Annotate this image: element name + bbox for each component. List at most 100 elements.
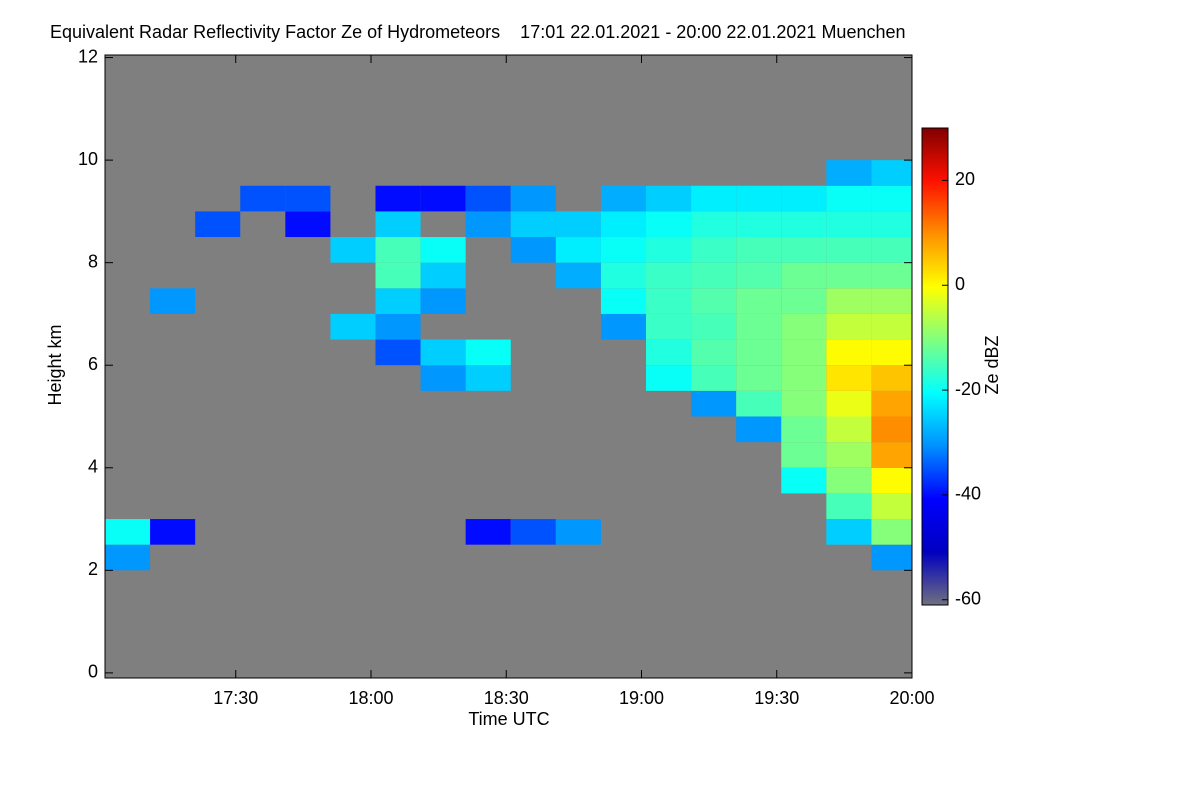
heatmap-cell: [150, 519, 196, 545]
heatmap-cell: [646, 262, 692, 289]
heatmap-cell: [781, 313, 827, 340]
heatmap-cell: [781, 288, 827, 314]
heatmap-cell: [465, 519, 511, 545]
heatmap-cell: [646, 288, 692, 314]
heatmap-cell: [330, 313, 376, 340]
y-tick-label: 12: [78, 46, 98, 66]
colorbar-title: Ze dBZ: [982, 335, 1002, 394]
heatmap-cell: [691, 262, 737, 289]
heatmap-cell: [646, 313, 692, 340]
heatmap-cell: [555, 519, 601, 545]
heatmap-cell: [736, 211, 782, 238]
heatmap-cell: [781, 262, 827, 289]
colorbar-tick-label: 0: [955, 274, 965, 294]
heatmap-cell: [646, 365, 692, 391]
heatmap-cell: [691, 237, 737, 263]
heatmap-cell: [375, 211, 421, 238]
y-tick-label: 0: [88, 662, 98, 682]
x-axis-title: Time UTC: [468, 709, 549, 729]
heatmap-cell: [736, 390, 782, 417]
heatmap-cell: [420, 237, 466, 263]
heatmap-cell: [871, 339, 912, 366]
x-tick-label: 17:30: [213, 688, 258, 708]
colorbar-tick-label: -60: [955, 589, 981, 609]
heatmap-cell: [781, 339, 827, 366]
heatmap-cell: [781, 365, 827, 391]
x-tick-label: 20:00: [889, 688, 934, 708]
heatmap-cell: [736, 365, 782, 391]
heatmap-cell: [510, 211, 556, 238]
heatmap-cell: [871, 493, 912, 520]
heatmap-cell: [150, 288, 196, 314]
heatmap-cell: [420, 365, 466, 391]
heatmap-cell: [826, 467, 872, 494]
heatmap-cell: [781, 442, 827, 468]
y-tick-label: 6: [88, 354, 98, 374]
heatmap-cell: [420, 288, 466, 314]
heatmap-cell: [826, 390, 872, 417]
heatmap-cell: [600, 237, 647, 263]
heatmap-cell: [510, 237, 556, 263]
heatmap-cell: [781, 416, 827, 443]
heatmap-cell: [871, 442, 912, 468]
heatmap-cell: [871, 519, 912, 545]
heatmap-cell: [826, 237, 872, 263]
heatmap-cell: [285, 185, 331, 212]
heatmap-cell: [871, 160, 912, 186]
heatmap-cell: [465, 365, 511, 391]
heatmap-cell: [420, 339, 466, 366]
heatmap-cell: [646, 339, 692, 366]
heatmap-cell: [736, 237, 782, 263]
chart-title: Equivalent Radar Reflectivity Factor Ze …: [50, 22, 906, 42]
heatmap-cell: [555, 237, 601, 263]
y-tick-label: 10: [78, 149, 98, 169]
heatmap-cell: [375, 339, 421, 366]
heatmap-cell: [871, 390, 912, 417]
heatmap-cell: [510, 519, 556, 545]
heatmap-cell: [736, 288, 782, 314]
heatmap-cell: [646, 211, 692, 238]
heatmap-cell: [600, 313, 647, 340]
heatmap-cell: [871, 365, 912, 391]
heatmap-cell: [420, 185, 466, 212]
heatmap-cell: [826, 211, 872, 238]
heatmap-cell: [826, 365, 872, 391]
heatmap-cell: [736, 185, 782, 212]
heatmap-cell: [781, 211, 827, 238]
x-tick-label: 19:00: [619, 688, 664, 708]
heatmap-cell: [691, 313, 737, 340]
heatmap-cell: [871, 262, 912, 289]
heatmap-cell: [465, 185, 511, 212]
heatmap-cell: [285, 211, 331, 238]
heatmap-cell: [871, 185, 912, 212]
heatmap-cell: [871, 211, 912, 238]
heatmap-cell: [555, 211, 601, 238]
heatmap-cell: [691, 288, 737, 314]
heatmap-cell: [691, 185, 737, 212]
y-tick-label: 8: [88, 251, 98, 271]
heatmap-cell: [871, 237, 912, 263]
heatmap-cell: [826, 519, 872, 545]
heatmap-cell: [781, 237, 827, 263]
heatmap-cell: [826, 416, 872, 443]
heatmap-cell: [510, 185, 556, 212]
heatmap-cell: [330, 237, 376, 263]
heatmap-cell: [646, 237, 692, 263]
heatmap-cell: [465, 339, 511, 366]
heatmap-cell: [871, 467, 912, 494]
heatmap-cell: [781, 467, 827, 494]
heatmap-cell: [375, 288, 421, 314]
heatmap-cell: [781, 185, 827, 212]
heatmap-cell: [736, 262, 782, 289]
heatmap-cell: [375, 262, 421, 289]
y-tick-label: 2: [88, 559, 98, 579]
heatmap-cell: [105, 519, 151, 545]
x-tick-label: 18:30: [484, 688, 529, 708]
heatmap-cell: [736, 416, 782, 443]
heatmap-cell: [465, 211, 511, 238]
heatmap-cell: [871, 416, 912, 443]
heatmap-cell: [826, 493, 872, 520]
colorbar-tick-label: -20: [955, 379, 981, 399]
